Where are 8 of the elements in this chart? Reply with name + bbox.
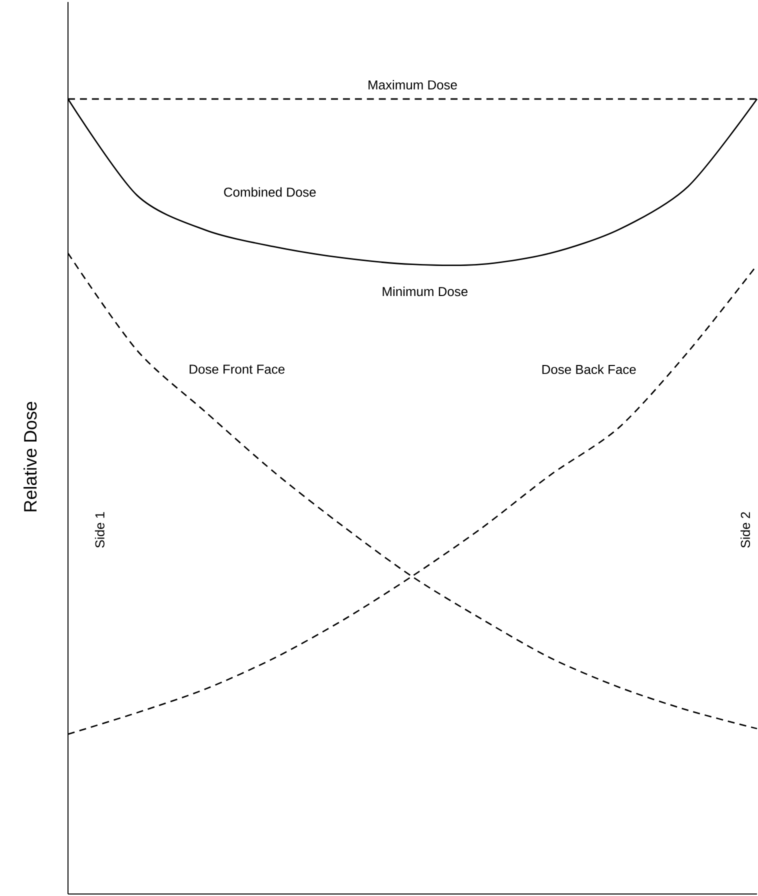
y-axis-title: Relative Dose bbox=[24, 402, 37, 512]
series-label: Dose Back Face bbox=[542, 364, 636, 374]
annotation: Side 2 bbox=[740, 512, 750, 548]
text: Combined Dose bbox=[224, 187, 316, 197]
series-label: Dose Front Face bbox=[190, 364, 285, 374]
annotation: Minimum Dose bbox=[382, 286, 468, 296]
ref-line-label: Maximum Dose bbox=[368, 80, 458, 90]
annotation: Side 1 bbox=[95, 512, 105, 548]
